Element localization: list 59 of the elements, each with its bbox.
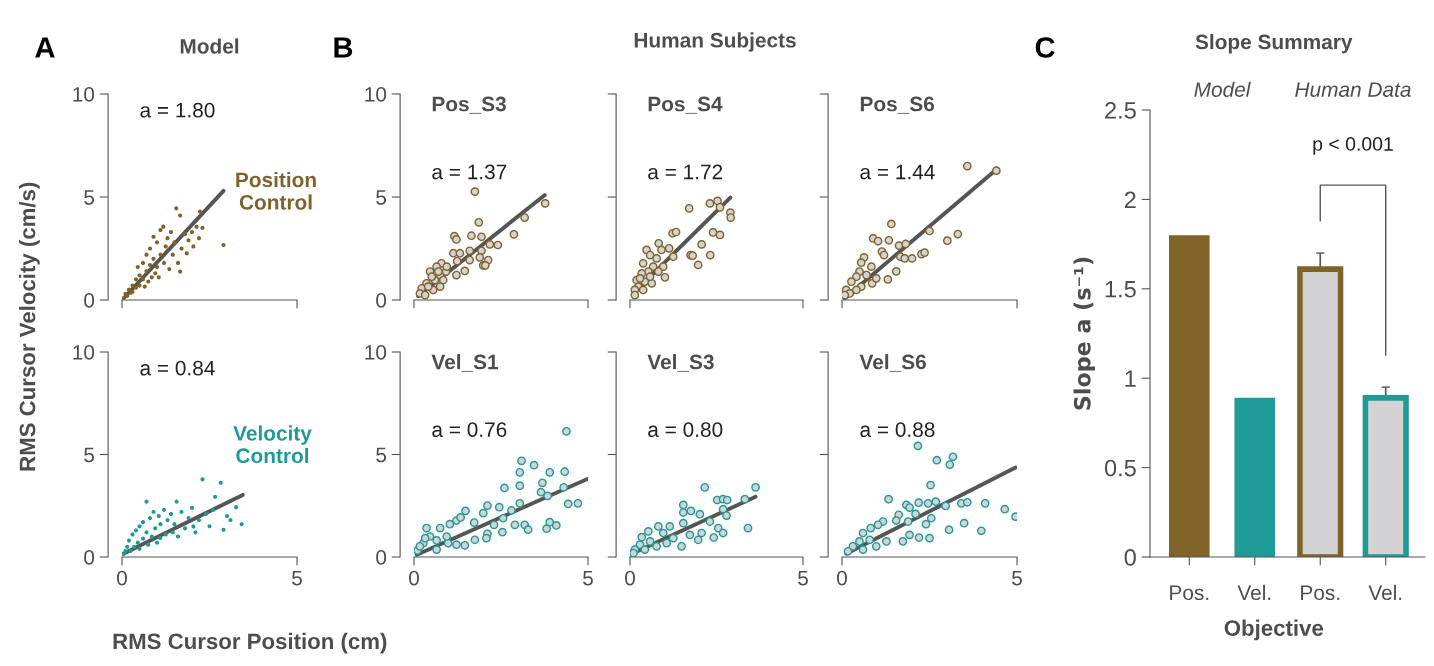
chart-title: Slope Summary xyxy=(1195,34,1353,54)
x-tick-label: 5 xyxy=(798,570,808,586)
y-tick-label: 0 xyxy=(84,550,95,565)
chart-title: Vel_S1 xyxy=(431,354,499,372)
x-tick-label: 0 xyxy=(625,570,635,586)
chart-subtitle: a = 0.84 xyxy=(140,360,215,376)
y-tick-label: 10 xyxy=(365,345,387,360)
chart-title: Pos_S4 xyxy=(648,96,723,114)
chart-subtitle: a = 1.80 xyxy=(140,102,215,118)
chart-title: Model xyxy=(180,38,239,54)
y-tick-label: 0.5 xyxy=(1104,459,1136,477)
y-tick-label: 0 xyxy=(1124,549,1136,566)
y-axis-title: RMS Cursor Velocity (cm/s) xyxy=(19,182,40,471)
chart-title: Pos_S6 xyxy=(860,96,935,114)
text: C xyxy=(1035,37,1055,58)
y-tick-label: 5 xyxy=(376,447,387,463)
y-tick-label: 2.5 xyxy=(1105,102,1136,119)
series-label: Position Control xyxy=(236,171,316,210)
chart-title: Pos_S3 xyxy=(432,96,506,114)
x-axis-title: RMS Cursor Position (cm) xyxy=(113,632,387,654)
x-tick-label: 5 xyxy=(1012,570,1022,586)
x-tick-label: Pos. xyxy=(1170,585,1209,601)
y-tick-label: 5 xyxy=(84,190,95,205)
x-tick-label: 0 xyxy=(409,570,419,586)
y-tick-label: 10 xyxy=(73,345,95,360)
y-tick-label: 1 xyxy=(1125,370,1136,387)
text: a = 0.76 xyxy=(432,422,507,437)
x-tick-label: 0 xyxy=(837,570,847,586)
text: a = 0.88 xyxy=(860,422,935,437)
y-tick-label: 0 xyxy=(84,293,95,308)
x-tick-label: Pos. xyxy=(1301,585,1340,601)
text: a = 1.44 xyxy=(860,164,935,180)
x-tick-label: 0 xyxy=(117,570,127,586)
chart-title: Vel_S3 xyxy=(647,354,714,372)
series-label: Velocity Control xyxy=(233,425,312,464)
text: a = 1.72 xyxy=(648,164,723,180)
x-tick-label: 5 xyxy=(583,570,593,586)
x-tick-label: Vel. xyxy=(1368,584,1402,601)
chart-title: Vel_S6 xyxy=(859,354,926,372)
text: A xyxy=(35,37,55,58)
y-tick-label: 2 xyxy=(1124,191,1136,208)
x-axis-title: Objective xyxy=(1224,619,1324,641)
text: a = 0.80 xyxy=(648,422,723,437)
text: Human Subjects xyxy=(634,32,796,52)
y-tick-label: 10 xyxy=(365,87,387,102)
text: a = 1.37 xyxy=(432,164,507,180)
y-tick-label: 0 xyxy=(376,550,387,565)
y-tick-label: 0 xyxy=(376,293,387,308)
y-tick-label: 5 xyxy=(84,447,95,463)
text: B xyxy=(334,37,353,58)
y-tick-label: 5 xyxy=(376,190,387,205)
x-tick-label: 5 xyxy=(292,570,302,586)
y-axis-title: Slope a (s⁻¹) xyxy=(1073,257,1095,410)
text: Human Data xyxy=(1295,82,1411,97)
text: Model xyxy=(1194,81,1251,97)
y-tick-label: 1.5 xyxy=(1105,281,1136,298)
x-tick-label: Vel. xyxy=(1237,584,1271,601)
annotation: p < 0.001 xyxy=(1313,137,1393,155)
y-tick-label: 10 xyxy=(73,87,95,102)
